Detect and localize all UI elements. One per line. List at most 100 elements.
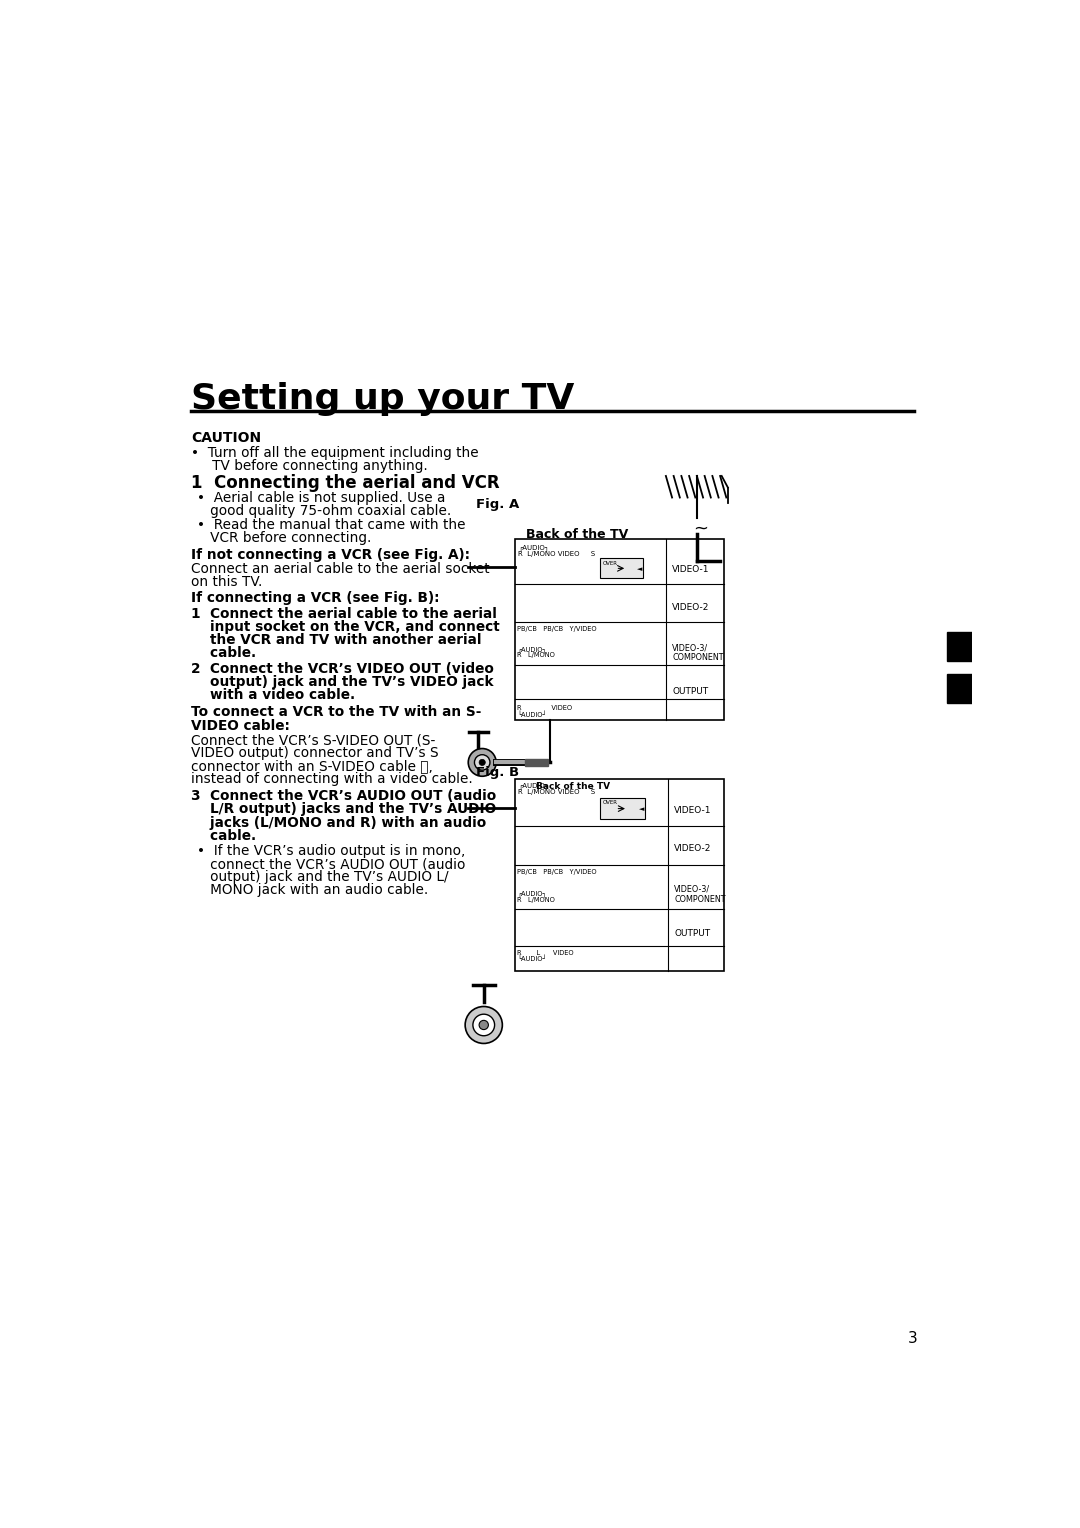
Circle shape <box>580 934 585 938</box>
Circle shape <box>557 903 563 909</box>
Circle shape <box>469 749 496 776</box>
Bar <box>600 798 645 819</box>
Text: with a video cable.: with a video cable. <box>191 689 355 703</box>
Text: •  If the VCR’s audio output is in mono,: • If the VCR’s audio output is in mono, <box>197 843 465 859</box>
Text: R       L      VIDEO: R L VIDEO <box>517 949 573 955</box>
Circle shape <box>474 755 490 770</box>
Text: OUTPUT: OUTPUT <box>674 929 711 938</box>
Text: good quality 75-ohm coaxial cable.: good quality 75-ohm coaxial cable. <box>197 504 451 518</box>
Text: If not connecting a VCR (see Fig. A):: If not connecting a VCR (see Fig. A): <box>191 547 470 562</box>
Text: OVER: OVER <box>603 801 618 805</box>
Circle shape <box>539 633 553 646</box>
Circle shape <box>561 597 575 611</box>
Circle shape <box>561 839 575 853</box>
Text: VIDEO cable:: VIDEO cable: <box>191 718 289 732</box>
Bar <box>947 674 972 703</box>
Text: L/R output) jacks and the TV’s AUDIO: L/R output) jacks and the TV’s AUDIO <box>191 802 496 816</box>
Circle shape <box>522 923 536 937</box>
Text: Back of the TV: Back of the TV <box>537 782 610 792</box>
Text: OVER: OVER <box>603 561 618 565</box>
Text: VIDEO-2: VIDEO-2 <box>674 843 712 853</box>
Text: •  Read the manual that came with the: • Read the manual that came with the <box>197 518 465 532</box>
Text: ◄: ◄ <box>637 565 643 571</box>
Circle shape <box>561 923 575 937</box>
Text: R   L/MONO: R L/MONO <box>517 897 555 903</box>
Text: jacks (L/MONO and R) with an audio: jacks (L/MONO and R) with an audio <box>191 816 486 830</box>
Circle shape <box>580 608 585 613</box>
Text: on this TV.: on this TV. <box>191 575 262 590</box>
Text: MONO jack with an audio cable.: MONO jack with an audio cable. <box>197 883 429 897</box>
Text: ┌AUDIO┐: ┌AUDIO┐ <box>517 544 549 552</box>
Text: VIDEO-1: VIDEO-1 <box>672 564 710 573</box>
Text: connector with an S-VIDEO cable Ⓐ,: connector with an S-VIDEO cable Ⓐ, <box>191 759 433 773</box>
Text: ┌AUDIO┐: ┌AUDIO┐ <box>517 646 546 652</box>
Text: VIDEO output) connector and TV’s S: VIDEO output) connector and TV’s S <box>191 746 438 761</box>
Circle shape <box>580 643 585 649</box>
Circle shape <box>562 876 576 889</box>
Text: If connecting a VCR (see Fig. B):: If connecting a VCR (see Fig. B): <box>191 591 440 605</box>
Text: Connect an aerial cable to the aerial socket: Connect an aerial cable to the aerial so… <box>191 562 489 576</box>
Circle shape <box>539 680 553 694</box>
Text: ┌AUDIO┐: ┌AUDIO┐ <box>517 891 546 897</box>
Circle shape <box>480 1021 488 1030</box>
Text: R  L/MONO VIDEO     S: R L/MONO VIDEO S <box>517 790 595 796</box>
Text: connect the VCR’s AUDIO OUT (audio: connect the VCR’s AUDIO OUT (audio <box>197 857 465 871</box>
Text: ◄: ◄ <box>638 807 644 813</box>
Circle shape <box>580 691 585 695</box>
Circle shape <box>465 1007 502 1044</box>
Text: the VCR and TV with another aerial: the VCR and TV with another aerial <box>191 633 482 646</box>
Text: •  Turn off all the equipment including the: • Turn off all the equipment including t… <box>191 446 478 460</box>
Text: input socket on the VCR, and connect: input socket on the VCR, and connect <box>191 620 500 634</box>
Text: VIDEO-3/
COMPONENT: VIDEO-3/ COMPONENT <box>674 885 726 905</box>
Bar <box>947 631 972 660</box>
Text: instead of connecting with a video cable.: instead of connecting with a video cable… <box>191 773 473 787</box>
Text: PB/CB   PB/CB   Y/VIDEO: PB/CB PB/CB Y/VIDEO <box>517 868 597 874</box>
Text: To connect a VCR to the TV with an S-: To connect a VCR to the TV with an S- <box>191 706 482 720</box>
Circle shape <box>539 651 553 665</box>
Text: └AUDIO┘: └AUDIO┘ <box>517 712 546 718</box>
Circle shape <box>521 876 535 889</box>
Text: output) jack and the TV’s AUDIO L/: output) jack and the TV’s AUDIO L/ <box>197 871 448 885</box>
Text: cable.: cable. <box>191 646 256 660</box>
Text: 3  Connect the VCR’s AUDIO OUT (audio: 3 Connect the VCR’s AUDIO OUT (audio <box>191 790 496 804</box>
Circle shape <box>522 680 536 694</box>
Text: VIDEO-3/
COMPONENT: VIDEO-3/ COMPONENT <box>672 643 724 663</box>
Circle shape <box>521 633 535 646</box>
Text: cable.: cable. <box>191 828 256 842</box>
Circle shape <box>480 759 485 766</box>
Circle shape <box>473 1015 495 1036</box>
Text: output) jack and the TV’s VIDEO jack: output) jack and the TV’s VIDEO jack <box>191 675 494 689</box>
Text: VIDEO-1: VIDEO-1 <box>674 805 712 814</box>
Circle shape <box>539 597 553 611</box>
Circle shape <box>555 662 561 666</box>
Text: Fig. A: Fig. A <box>476 498 519 510</box>
Circle shape <box>522 559 536 573</box>
Text: └AUDIO┘: └AUDIO┘ <box>517 955 546 963</box>
Circle shape <box>561 559 575 573</box>
Text: ┌AUDIO┐: ┌AUDIO┐ <box>517 782 549 790</box>
Circle shape <box>561 801 575 814</box>
Text: 3: 3 <box>908 1331 918 1346</box>
Text: R  L/MONO VIDEO     S: R L/MONO VIDEO S <box>517 550 595 556</box>
Text: Setting up your TV: Setting up your TV <box>191 382 575 416</box>
Bar <box>515 539 724 720</box>
Text: R   L/MONO: R L/MONO <box>517 652 555 659</box>
Text: ~: ~ <box>693 520 708 538</box>
Circle shape <box>539 839 553 853</box>
Circle shape <box>582 886 588 891</box>
Text: PB/CB   PB/CB   Y/VIDEO: PB/CB PB/CB Y/VIDEO <box>517 626 597 633</box>
Circle shape <box>580 850 585 854</box>
Circle shape <box>522 839 536 853</box>
Circle shape <box>656 568 661 573</box>
Circle shape <box>539 559 553 573</box>
Text: CAUTION: CAUTION <box>191 431 261 445</box>
Bar <box>515 779 724 972</box>
Circle shape <box>522 597 536 611</box>
Circle shape <box>561 680 575 694</box>
Circle shape <box>539 894 553 908</box>
Circle shape <box>521 894 535 908</box>
Text: VIDEO-2: VIDEO-2 <box>672 604 710 613</box>
Circle shape <box>522 801 536 814</box>
Text: R              VIDEO: R VIDEO <box>517 706 572 712</box>
Text: Fig. B: Fig. B <box>476 766 519 779</box>
